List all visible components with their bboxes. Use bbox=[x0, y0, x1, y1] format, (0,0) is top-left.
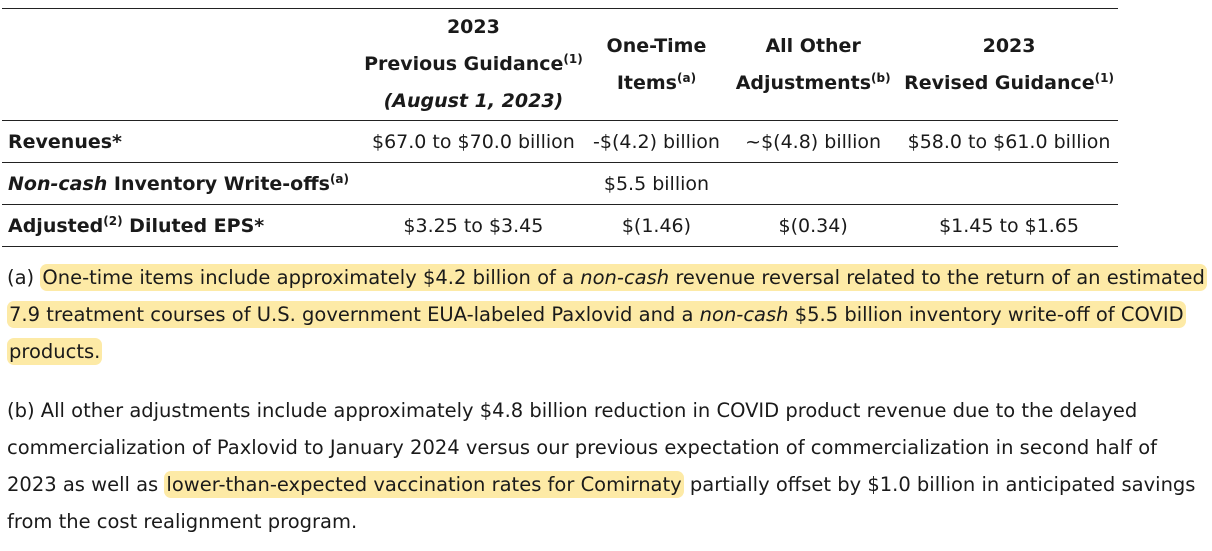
footnote-a-highlight: One-time items include approximately $4.… bbox=[7, 264, 1207, 365]
cell-one-time: $5.5 billion bbox=[603, 172, 710, 195]
header-revised-year: 2023 bbox=[982, 34, 1036, 57]
table-row-adjusted-eps: Adjusted(2) Diluted EPS* $3.25 to $3.45 … bbox=[2, 205, 1118, 247]
header-onetime-line1: One-Time bbox=[606, 34, 707, 57]
footnote-a: (a) One-time items include approximately… bbox=[7, 259, 1207, 370]
header-prev-date: (August 1, 2023) bbox=[383, 90, 564, 112]
header-one-time-items: One-Time Items(a) bbox=[587, 9, 726, 121]
cell-one-time: -$(4.2) billion bbox=[593, 130, 720, 153]
cell-other bbox=[726, 163, 900, 205]
header-other-line2: Adjustments(b) bbox=[735, 70, 891, 94]
table-row-inventory-writeoffs: Non-cash Inventory Write-offs(a) $5.5 bi… bbox=[2, 163, 1118, 205]
header-label-col bbox=[2, 9, 360, 121]
cell-revised: $1.45 to $1.65 bbox=[939, 214, 1080, 237]
cell-revised bbox=[900, 163, 1118, 205]
header-prev-title: Previous Guidance(1) bbox=[364, 52, 583, 75]
cell-revised: $58.0 to $61.0 billion bbox=[907, 130, 1111, 153]
header-all-other-adjustments: All Other Adjustments(b) bbox=[726, 9, 900, 121]
cell-other: ~$(4.8) billion bbox=[745, 130, 882, 153]
footnote-b-highlight: lower-than-expected vaccination rates fo… bbox=[164, 471, 684, 498]
cell-previous bbox=[360, 163, 587, 205]
header-other-line1: All Other bbox=[765, 34, 861, 57]
cell-previous: $67.0 to $70.0 billion bbox=[371, 130, 575, 153]
footnote-a-prefix: (a) bbox=[7, 266, 41, 289]
row-label: Non-cash Inventory Write-offs(a) bbox=[8, 171, 350, 195]
header-revised-guidance: 2023 Revised Guidance(1) bbox=[900, 9, 1118, 121]
cell-other: $(0.34) bbox=[778, 214, 848, 237]
header-row: 2023 Previous Guidance(1) (August 1, 202… bbox=[2, 8, 1118, 121]
table-row-revenues: Revenues* $67.0 to $70.0 billion -$(4.2)… bbox=[2, 121, 1118, 163]
header-previous-guidance: 2023 Previous Guidance(1) (August 1, 202… bbox=[360, 9, 587, 121]
header-revised-title: Revised Guidance(1) bbox=[904, 70, 1114, 94]
header-onetime-line2: Items(a) bbox=[616, 70, 697, 94]
footnote-b: (b) All other adjustments include approx… bbox=[7, 399, 1196, 533]
row-label: Revenues* bbox=[8, 130, 122, 153]
row-label: Adjusted(2) Diluted EPS* bbox=[8, 213, 265, 237]
guidance-table: 2023 Previous Guidance(1) (August 1, 202… bbox=[2, 8, 1118, 247]
cell-previous: $3.25 to $3.45 bbox=[403, 214, 544, 237]
cell-one-time: $(1.46) bbox=[621, 214, 692, 237]
header-prev-year: 2023 bbox=[446, 16, 500, 38]
